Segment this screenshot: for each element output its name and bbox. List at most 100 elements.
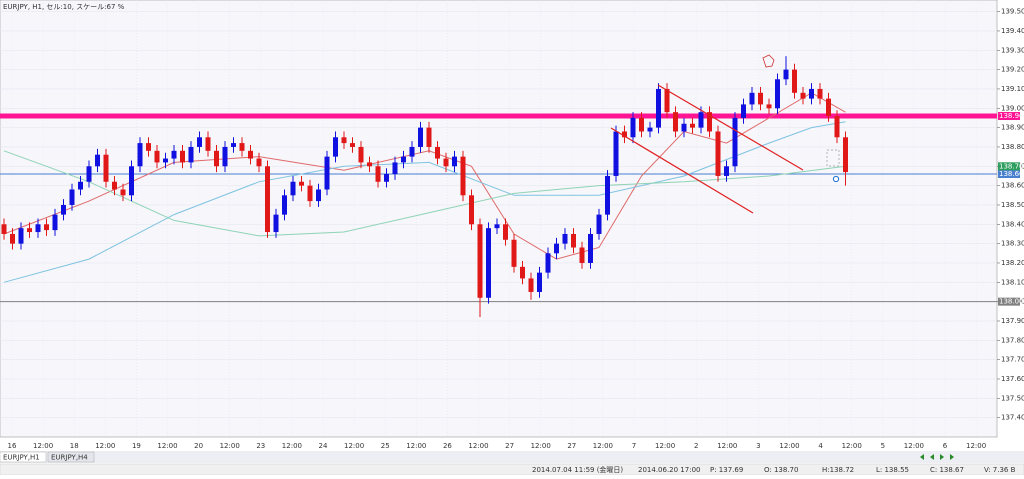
candle-body (724, 166, 729, 176)
x-tick-label: 27 (567, 442, 576, 450)
candle-body (231, 143, 236, 147)
candle-body (392, 162, 398, 175)
candle-body (647, 127, 653, 132)
candle-body (681, 123, 687, 132)
y-tick-label: 138.20 (1001, 259, 1024, 267)
candle-body (775, 79, 780, 109)
candle-body (52, 214, 58, 231)
candle-body (418, 127, 423, 147)
tab-label[interactable]: EURJPY,H4 (51, 454, 88, 462)
candle-body (256, 158, 262, 167)
candle-body (384, 174, 389, 182)
x-tick-label: 23 (256, 442, 265, 450)
level-tag (998, 297, 1020, 306)
nav-button[interactable] (920, 454, 924, 460)
candle-body (44, 224, 49, 231)
x-tick-label: 12:00 (157, 442, 177, 450)
candle-body (273, 214, 279, 233)
y-tick-label: 138.80 (1001, 143, 1024, 151)
candle-body (494, 224, 500, 229)
nav-button[interactable] (930, 454, 934, 460)
tabs: EURJPY,H1 EURJPY,H4 (0, 451, 95, 463)
y-tick-label: 138.10 (1001, 278, 1024, 286)
candle-body (27, 228, 32, 233)
y-tick-label: 138.40 (1001, 220, 1024, 228)
x-tick-label: 7 (632, 442, 636, 450)
candle-body (817, 88, 823, 99)
candle-body (758, 92, 763, 105)
candle-body (137, 143, 143, 167)
candle-body (834, 116, 840, 138)
nav-button[interactable] (940, 454, 944, 460)
candle-body (783, 69, 789, 80)
tab[interactable] (0, 451, 47, 463)
candle-body (486, 228, 491, 298)
candle-body (197, 137, 202, 147)
candle-body (800, 92, 806, 99)
y-tick-label: 137.90 (1001, 317, 1024, 325)
candle-body (469, 195, 474, 225)
candle-body (554, 243, 559, 254)
candle-body (741, 104, 746, 118)
tab[interactable] (47, 451, 95, 463)
x-tick-label: 12:00 (593, 442, 613, 450)
candle-body (477, 224, 483, 298)
candle-body (367, 162, 372, 167)
x-tick-label: 16 (8, 442, 17, 450)
status-items: 2014.07.04 11:59 (金曜日) 2014.06.20 17:00 P:… (532, 465, 1016, 474)
candle-body (435, 146, 440, 159)
candle-body (171, 150, 177, 159)
nav-button[interactable] (950, 454, 954, 460)
candle-body (290, 181, 296, 196)
x-tick-label: 5 (881, 442, 885, 450)
candle-body (605, 175, 610, 215)
candle-body (350, 143, 355, 147)
candle-body (732, 117, 738, 167)
level-label: 138.66 (999, 170, 1024, 178)
tab-label[interactable]: EURJPY,H1 (3, 454, 40, 462)
price-axis: 139.50139.40139.30139.20139.10139.00138.… (997, 8, 1024, 422)
x-tick-label: 12:00 (282, 442, 302, 450)
candle-body (809, 88, 814, 99)
candle-body (18, 228, 24, 244)
candles (1, 56, 848, 318)
candle-body (715, 131, 721, 176)
x-tick-label: 19 (132, 442, 141, 450)
status-item: O: 138.70 (764, 466, 798, 474)
chart-header: EURJPY, H1, セル:10, スケール:67 % (3, 3, 125, 11)
x-tick-label: 12:00 (33, 442, 53, 450)
x-tick-label: 4 (818, 442, 823, 450)
y-tick-label: 137.70 (1001, 356, 1024, 364)
hand-icon (762, 54, 775, 68)
y-tick-label: 139.50 (1001, 8, 1024, 16)
candle-body (622, 131, 627, 138)
x-tick-label: 12:00 (344, 442, 364, 450)
y-tick-label: 139.30 (1001, 46, 1024, 54)
y-tick-label: 139.20 (1001, 66, 1024, 74)
candle-body (103, 154, 109, 182)
selection-box (826, 149, 840, 167)
y-tick-label: 138.30 (1001, 240, 1024, 248)
x-tick-label: 3 (756, 442, 760, 450)
candle-body (324, 156, 330, 190)
x-tick-label: 2 (694, 442, 698, 450)
candle-body (358, 146, 364, 163)
candle-body (10, 233, 15, 244)
y-tick-label: 137.60 (1001, 375, 1024, 383)
x-tick-label: 12:00 (406, 442, 426, 450)
status-item: 2014.07.04 11:59 (金曜日) (532, 465, 623, 474)
candle-body (707, 112, 712, 132)
candle-body (698, 112, 704, 128)
candle-body (282, 195, 287, 215)
plot-area (0, 0, 998, 438)
candle-body (307, 185, 313, 202)
candle-body (664, 88, 670, 113)
y-tick-label: 137.50 (1001, 394, 1024, 402)
x-tick-label: 12:00 (468, 442, 488, 450)
status-item: V: 7.36 B (984, 466, 1016, 474)
candle-body (265, 166, 270, 233)
candle-body (163, 158, 168, 163)
candle-body (452, 156, 457, 167)
candle-body (61, 204, 66, 215)
